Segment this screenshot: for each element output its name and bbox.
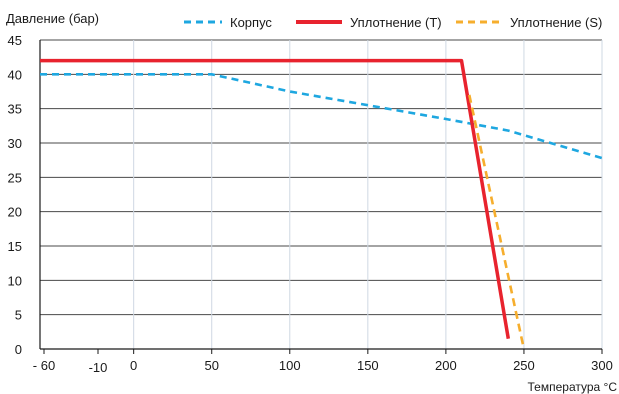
legend-label: Корпус bbox=[230, 15, 272, 30]
y-tick-label: 35 bbox=[8, 102, 22, 117]
y-axis-label: Давление (бар) bbox=[6, 11, 99, 26]
y-tick-label: 10 bbox=[8, 273, 22, 288]
y-tick-label: 20 bbox=[8, 205, 22, 220]
series-line-3 bbox=[468, 94, 526, 350]
series-line-1 bbox=[40, 73, 603, 160]
x-tick-label: 0 bbox=[130, 358, 137, 373]
y-tick-label: 5 bbox=[15, 308, 22, 323]
y-tick-label: 15 bbox=[8, 239, 22, 254]
x-tick-label: - 60 bbox=[33, 358, 55, 373]
x-axis-label: Температура °C bbox=[528, 380, 618, 394]
y-tick-label: 40 bbox=[8, 67, 22, 82]
x-tick-label: -10 bbox=[89, 360, 108, 375]
y-tick-label: 0 bbox=[15, 342, 22, 357]
x-tick-label: 300 bbox=[591, 358, 613, 373]
legend-label: Уплотнение (S) bbox=[510, 15, 602, 30]
grid bbox=[40, 39, 603, 349]
x-tick-label: 150 bbox=[357, 358, 379, 373]
series-line-2 bbox=[40, 58, 511, 339]
series-lines bbox=[40, 58, 603, 350]
y-tick-label: 30 bbox=[8, 136, 22, 151]
legend-label: Уплотнение (T) bbox=[350, 15, 442, 30]
x-tick-label: 100 bbox=[279, 358, 301, 373]
y-tick-label: 45 bbox=[8, 33, 22, 48]
y-tick-label: 25 bbox=[8, 170, 22, 185]
x-tick-label: 200 bbox=[435, 358, 457, 373]
x-tick-label: 50 bbox=[204, 358, 218, 373]
y-tick-labels: 0 5 10 15 20 25 30 35 40 45 bbox=[8, 33, 22, 357]
x-tick-labels: - 60 -10 0 50 100 150 200 250 300 bbox=[33, 349, 613, 375]
x-tick-label: 250 bbox=[513, 358, 535, 373]
legend: Корпус Уплотнение (T) Уплотнение (S) bbox=[184, 15, 602, 30]
